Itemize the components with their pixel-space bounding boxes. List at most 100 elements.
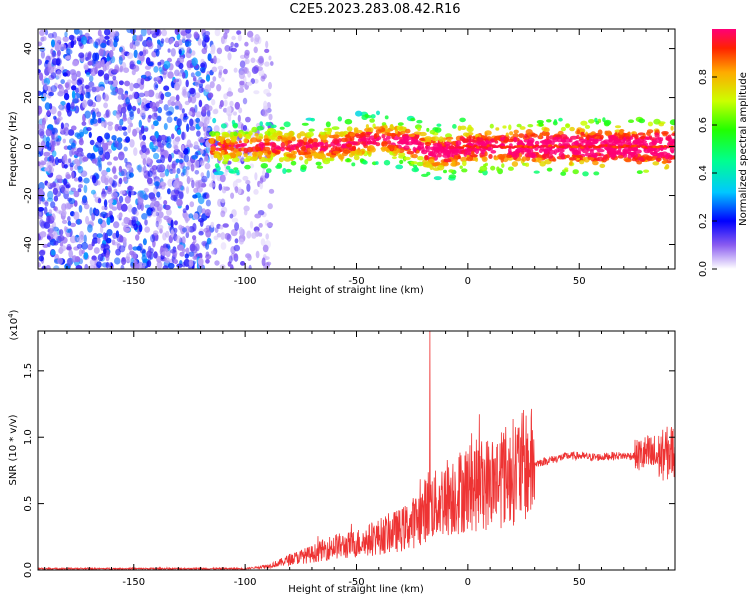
spectrogram-cell — [96, 111, 102, 118]
spectrogram-cell — [406, 150, 415, 155]
spectrogram-cell — [66, 108, 72, 117]
spectrogram-cell — [312, 138, 319, 143]
spectrogram-cell — [129, 111, 134, 118]
spectrogram-cell — [467, 132, 474, 136]
spectrogram-cell — [230, 142, 235, 146]
spectrogram-cell — [276, 135, 283, 140]
spectrogram-cell — [190, 163, 195, 172]
spectrogram-cell — [247, 71, 252, 78]
spectrogram-cell — [362, 160, 368, 165]
spectrogram-cell — [153, 152, 160, 160]
spectrogram-cell — [219, 225, 224, 230]
spectrogram-cell — [484, 130, 492, 136]
spectrogram-cell — [255, 250, 260, 259]
colorbar-tick-label: 0.4 — [698, 165, 709, 181]
spectrogram-cell — [174, 105, 180, 110]
spectrogram-cell — [66, 102, 71, 111]
spectrogram-cell — [63, 164, 68, 169]
spectrogram-cell — [151, 135, 157, 141]
spectrogram-cell — [543, 127, 550, 133]
spectrogram-cell — [71, 149, 75, 156]
spectrogram-cell — [484, 151, 488, 157]
spectrogram-cell — [284, 140, 289, 147]
spectrogram-cell — [624, 158, 632, 163]
spectrogram-cell — [342, 149, 351, 154]
spectrogram-cell — [65, 203, 73, 209]
spectrogram-cell — [97, 237, 101, 245]
spectrogram-cell — [101, 221, 107, 228]
spectrogram-cell — [151, 200, 156, 205]
spectrogram-cell — [81, 89, 86, 95]
spectrogram-cell — [325, 152, 333, 157]
x-tick-label: 0 — [465, 577, 471, 588]
spectrogram-cell — [185, 32, 192, 39]
spectrogram-cell — [38, 161, 41, 167]
spectrogram-cell — [244, 164, 251, 170]
spectrogram-cell — [447, 150, 454, 155]
spectrogram-cell — [155, 92, 160, 100]
spectrogram-cell — [246, 196, 251, 202]
spectrogram-cell — [133, 147, 138, 157]
spectrogram-cell — [170, 229, 175, 238]
spectrogram-cell — [300, 164, 307, 170]
spectrogram-cell — [114, 123, 120, 132]
spectrogram-cell — [160, 181, 165, 186]
spectrogram-cell — [263, 88, 270, 95]
spectrogram-cell — [116, 214, 122, 219]
spectrogram-cell — [240, 228, 246, 237]
spectrogram-cell — [237, 187, 242, 195]
spectrogram-x-ticks: -150 -100 -50 0 50 — [44, 29, 669, 287]
spectrogram-cell — [184, 253, 189, 259]
spectrogram-cell — [135, 127, 140, 134]
spectrogram-cell — [73, 211, 80, 220]
spectrogram-cell — [243, 67, 249, 75]
spectrogram-cell — [200, 172, 205, 178]
spectrogram-cell — [82, 156, 89, 162]
spectrogram-cell — [386, 132, 393, 137]
spectrogram-cell — [386, 135, 391, 140]
colorbar-tick-label: 0.8 — [698, 69, 709, 85]
spectrogram-cell — [428, 150, 434, 157]
spectrogram-cell — [190, 87, 197, 97]
spectrogram-cell — [181, 236, 186, 245]
spectrogram-cell — [306, 147, 311, 153]
spectrogram-cell — [68, 198, 76, 205]
spectrogram-cell — [224, 45, 231, 52]
spectrogram-cell — [417, 143, 424, 149]
spectrogram-cell — [146, 39, 153, 47]
spectrogram-cell — [259, 182, 264, 190]
spectrogram-cell — [238, 70, 245, 80]
spectrogram-cell — [163, 123, 168, 130]
spectrogram-cell — [291, 136, 296, 142]
spectrogram-cell — [243, 138, 248, 144]
spectrogram-cell — [129, 82, 134, 92]
spectrogram-cell — [112, 165, 117, 175]
spectrogram-cell — [527, 124, 534, 128]
spectrogram-cell — [40, 161, 47, 166]
spectrogram-cell — [100, 42, 107, 49]
spectrogram-cell — [68, 249, 74, 258]
spectrogram-cell — [337, 138, 342, 143]
spectrogram-cell — [59, 242, 64, 247]
spectrogram-cell — [475, 134, 479, 137]
spectrogram-cell — [452, 124, 457, 129]
spectrogram-cell — [271, 142, 277, 148]
snr-y-label: SNR (10 * v/v) — [8, 414, 19, 485]
spectrogram-cell — [577, 144, 582, 147]
spectrogram-cell — [233, 244, 240, 252]
spectrogram-cell — [216, 47, 223, 55]
spectrogram-cell — [101, 142, 109, 151]
spectrogram-cell — [670, 125, 674, 131]
spectrogram-cell — [592, 160, 599, 166]
spectrogram-cell — [371, 138, 378, 142]
spectrogram-cell — [116, 137, 123, 143]
spectrogram-cell — [108, 210, 113, 217]
spectrogram-cell — [203, 155, 209, 162]
spectrogram-cell — [569, 135, 578, 140]
spectrogram-cell — [239, 80, 245, 86]
spectrogram-cell — [78, 184, 83, 189]
spectrogram-cell — [286, 153, 293, 158]
spectrogram-cell — [531, 158, 537, 163]
spectrogram-cell — [258, 55, 264, 64]
spectrogram-cell — [334, 131, 340, 135]
